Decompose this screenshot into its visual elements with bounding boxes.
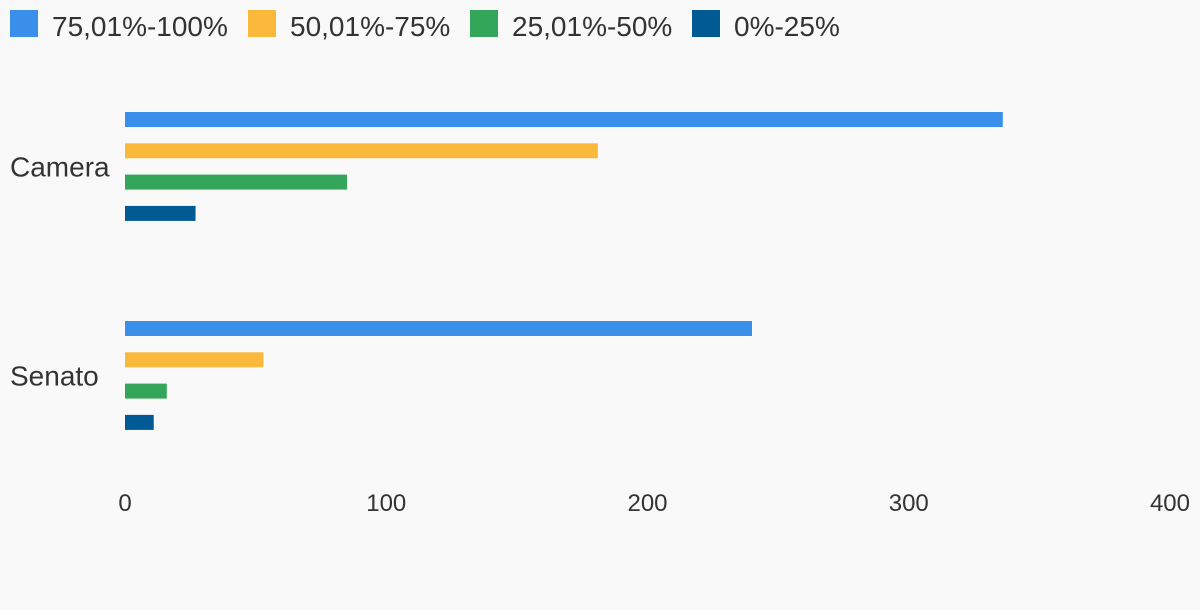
bar-camera-series-0 [125, 112, 1003, 127]
bar-senato-series-3 [125, 414, 154, 430]
legend-label-1: 50,01%-75% [290, 11, 450, 42]
bar-camera-series-3 [125, 205, 196, 221]
x-tick-label-3: 300 [889, 490, 929, 517]
category-label-camera: Camera [10, 151, 110, 182]
legend-swatch-1 [248, 10, 276, 37]
bars [125, 112, 1003, 430]
x-axis: 0 100 200 300 400 [118, 490, 1190, 517]
bar-camera-series-2 [125, 174, 348, 190]
legend-label-0: 75,01%-100% [52, 11, 228, 42]
category-labels: Camera Senato [10, 151, 110, 391]
x-tick-label-1: 100 [366, 490, 406, 517]
legend-swatch-3 [692, 10, 720, 37]
bar-senato-series-2 [125, 383, 167, 399]
legend-label-2: 25,01%-50% [512, 11, 672, 42]
bar-senato-series-1 [125, 352, 264, 368]
category-label-senato: Senato [10, 360, 99, 391]
x-tick-label-4: 400 [1150, 490, 1190, 517]
x-tick-label-2: 200 [627, 490, 667, 517]
bar-camera-series-1 [125, 143, 598, 159]
legend-swatch-2 [470, 10, 498, 37]
bar-senato-series-0 [125, 321, 752, 336]
legend: 75,01%-100% 50,01%-75% 25,01%-50% 0%-25% [10, 10, 840, 42]
legend-swatch-0 [10, 10, 38, 37]
x-tick-label-0: 0 [118, 490, 131, 517]
legend-label-3: 0%-25% [734, 11, 840, 42]
